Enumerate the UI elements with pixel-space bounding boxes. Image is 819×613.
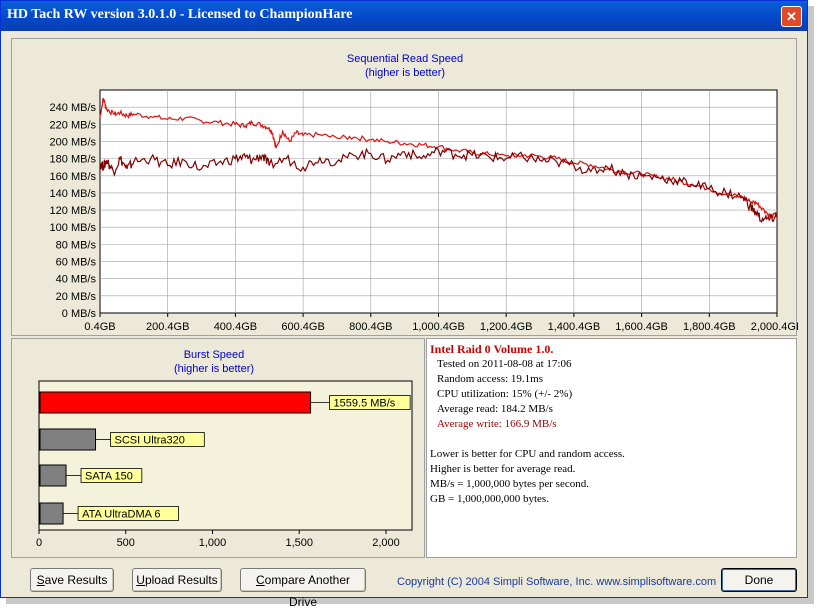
y-tick-label: 240 MB/s (50, 102, 97, 114)
burst-bar (39, 502, 64, 525)
burst-chart-subtitle: (higher is better) (173, 363, 255, 375)
bar-label-box (80, 468, 143, 483)
cpu-utilization: CPU utilization: 15% (+/- 2%) (437, 388, 573, 400)
save-label: ave Results (44, 573, 108, 587)
burst-bar (39, 391, 312, 414)
y-tick-label: 60 MB/s (56, 257, 97, 269)
bar-label-box (77, 506, 179, 521)
compare-another-drive-button[interactable]: Compare Another Drive (240, 568, 366, 609)
random-access: Random access: 19.1ms (437, 373, 544, 385)
sequential-chart-title: Sequential Read Speed (346, 53, 464, 65)
burst-x-tick-label: 1,000 (199, 537, 227, 549)
compare-label: ompare Another Drive (264, 573, 351, 609)
burst-speed-panel: Burst Speed (higher is better) 1559.5 MB… (11, 338, 425, 558)
burst-bar (39, 464, 67, 487)
burst-chart-title: Burst Speed (183, 349, 245, 361)
upload-mnemonic: U (136, 573, 145, 587)
window-title: HD Tach RW version 3.0.1.0 - Licensed to… (7, 7, 353, 22)
burst-bar (39, 428, 97, 451)
y-tick-label: 20 MB/s (56, 291, 97, 303)
x-tick-label: 400.4GB (214, 321, 257, 333)
y-tick-label: 100 MB/s (50, 222, 97, 234)
y-tick-label: 180 MB/s (50, 154, 97, 166)
close-icon[interactable]: ✕ (781, 6, 802, 27)
upload-results-button[interactable]: Upload Results (132, 568, 222, 592)
burst-x-tick-label: 500 (117, 537, 135, 549)
burst-x-tick-label: 0 (36, 537, 42, 549)
sequential-chart-title-block: Sequential Read Speed (higher is better) (12, 52, 798, 80)
y-tick-label: 80 MB/s (56, 239, 97, 251)
speed-series-line (99, 146, 778, 224)
y-tick-label: 0 MB/s (62, 308, 97, 320)
bar-label: SATA 150 (85, 471, 133, 483)
bar-label: ATA UltraDMA 6 (82, 509, 160, 521)
x-tick-label: 1,200.4GB (480, 321, 533, 333)
x-tick-label: 1,400.4GB (548, 321, 601, 333)
upload-label: pload Results (144, 573, 218, 587)
y-tick-label: 200 MB/s (50, 136, 97, 148)
compare-mnemonic: C (255, 573, 265, 587)
x-tick-label: 200.4GB (146, 321, 189, 333)
y-tick-label: 40 MB/s (56, 274, 97, 286)
drive-heading: Intel Raid 0 Volume 1.0. (430, 342, 554, 356)
burst-x-tick-label: 2,000 (372, 537, 400, 549)
y-tick-label: 220 MB/s (50, 119, 97, 131)
bar-label: 1559.5 MB/s (334, 398, 396, 410)
x-tick-label: 800.4GB (349, 321, 392, 333)
done-button[interactable]: Done (721, 568, 797, 592)
note-mbs-definition: MB/s = 1,000,000 bytes per second. (430, 478, 589, 490)
x-tick-label: 1,800.4GB (683, 321, 736, 333)
x-tick-label: 0.4GB (84, 321, 115, 333)
bar-label-box (110, 432, 205, 447)
y-tick-label: 160 MB/s (50, 171, 97, 183)
burst-speed-chart: 1559.5 MB/s SCSI Ultra320 SATA 150 ATA Ultr… (36, 380, 413, 549)
title-bar[interactable]: HD Tach RW version 3.0.1.0 - Licensed to… (1, 1, 807, 31)
save-results-button[interactable]: Save Results (30, 568, 114, 592)
x-tick-label: 600.4GB (281, 321, 324, 333)
copyright-link[interactable]: Copyright (C) 2004 Simpli Software, Inc.… (397, 576, 717, 588)
y-tick-label: 140 MB/s (50, 188, 97, 200)
note-lower-better: Lower is better for CPU and random acces… (430, 448, 625, 460)
results-info-panel: Intel Raid 0 Volume 1.0. Tested on 2011-… (426, 338, 797, 558)
sequential-read-panel: Sequential Read Speed (higher is better)… (11, 38, 798, 336)
burst-x-tick-label: 1,500 (285, 537, 313, 549)
average-read: Average read: 184.2 MB/s (437, 403, 553, 415)
note-gb-definition: GB = 1,000,000,000 bytes. (430, 493, 549, 505)
x-tick-label: 2,000.4GE (751, 321, 798, 333)
bar-label-box (329, 395, 411, 410)
x-tick-label: 1,600.4GB (615, 321, 668, 333)
bar-label: SCSI Ultra320 (115, 435, 185, 447)
sequential-read-chart: 0 MB/s 20 MB/s 40 MB/s 60 MB/s 80 MB/s 100 MB… (50, 89, 798, 333)
save-mnemonic: S (36, 573, 45, 587)
tested-date: Tested on 2011-08-08 at 17:06 (437, 358, 572, 370)
y-tick-label: 120 MB/s (50, 205, 97, 217)
x-tick-label: 1,000.4GB (412, 321, 465, 333)
burst-chart-title-block: Burst Speed (higher is better) (12, 348, 416, 376)
sequential-chart-subtitle: (higher is better) (364, 67, 446, 79)
note-higher-better: Higher is better for average read. (430, 463, 576, 475)
average-write: Average write: 166.9 MB/s (437, 418, 557, 430)
